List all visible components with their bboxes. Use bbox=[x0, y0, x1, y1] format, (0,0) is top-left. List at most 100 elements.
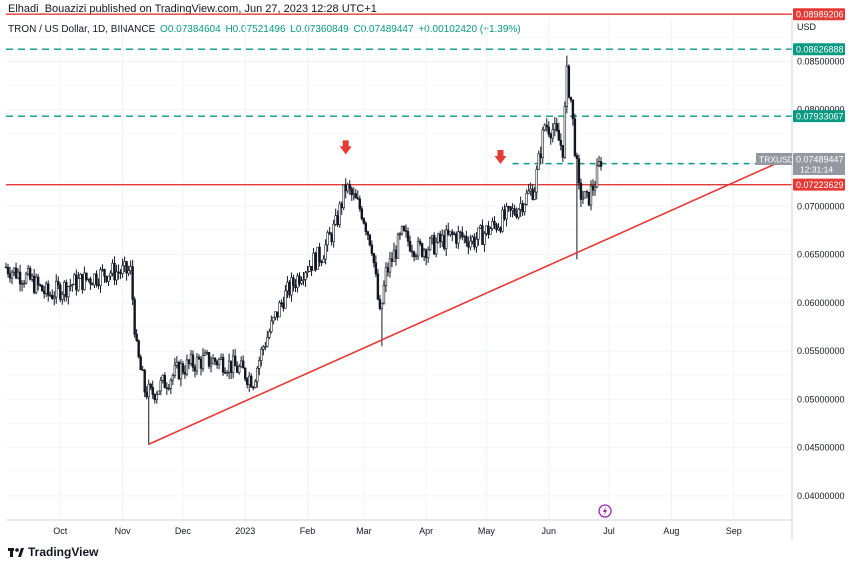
candle-body bbox=[6, 266, 10, 274]
candle bbox=[493, 216, 496, 229]
candle-body bbox=[535, 169, 538, 193]
candle-body bbox=[143, 369, 146, 393]
candle bbox=[404, 224, 408, 238]
candle-body bbox=[153, 394, 156, 401]
candle-body bbox=[424, 249, 428, 259]
support-trendline[interactable] bbox=[148, 162, 777, 445]
candle bbox=[111, 259, 114, 277]
candle bbox=[99, 266, 102, 293]
lightning-event-icon[interactable] bbox=[598, 504, 612, 518]
candle-body bbox=[125, 261, 128, 274]
candle bbox=[447, 222, 450, 236]
candle-body bbox=[264, 346, 267, 348]
candle-body bbox=[493, 221, 496, 225]
candle bbox=[123, 256, 126, 273]
candle bbox=[314, 251, 317, 272]
candle-body bbox=[322, 258, 325, 263]
candle bbox=[322, 255, 325, 263]
candle-body bbox=[523, 204, 526, 213]
candle bbox=[571, 99, 575, 126]
symbol-title[interactable]: TRON / US Dollar, 1D, BINANCE bbox=[8, 24, 156, 35]
candle-body bbox=[137, 340, 140, 358]
candle bbox=[107, 275, 110, 287]
candle bbox=[386, 262, 390, 277]
candle bbox=[320, 259, 323, 267]
candle bbox=[83, 266, 86, 291]
candle-body bbox=[497, 227, 500, 231]
candle-body bbox=[471, 236, 474, 242]
candle bbox=[384, 262, 388, 293]
candle bbox=[328, 227, 331, 235]
candle bbox=[428, 236, 432, 251]
candle bbox=[239, 356, 243, 368]
level-tag-bg bbox=[793, 110, 845, 123]
candle-body bbox=[49, 294, 52, 297]
candle bbox=[6, 263, 10, 278]
horizontal-levels bbox=[6, 13, 792, 186]
candle-body bbox=[453, 233, 456, 235]
candle-body bbox=[539, 153, 542, 159]
candle bbox=[89, 276, 92, 290]
x-tick-label: Aug bbox=[663, 526, 679, 536]
candle bbox=[179, 359, 183, 387]
candle-body bbox=[316, 246, 319, 270]
candle bbox=[513, 204, 516, 216]
candle-body bbox=[527, 190, 530, 194]
candle-body bbox=[447, 229, 450, 235]
candle-body bbox=[366, 231, 370, 236]
candle bbox=[296, 273, 299, 293]
candle bbox=[22, 279, 26, 288]
candle bbox=[53, 291, 56, 306]
candle-body bbox=[408, 240, 412, 252]
candle bbox=[258, 356, 261, 376]
candle bbox=[157, 390, 160, 395]
price-change: +0.00102420 (+1.39%) bbox=[418, 24, 521, 35]
candle-body bbox=[151, 387, 154, 395]
candle-body bbox=[499, 227, 502, 232]
candle bbox=[195, 353, 199, 376]
candle-body bbox=[398, 233, 402, 236]
candle bbox=[135, 329, 138, 342]
candle-body bbox=[394, 249, 398, 259]
event-bolt bbox=[603, 506, 608, 516]
candle bbox=[583, 191, 587, 199]
candle bbox=[290, 272, 293, 302]
candle-body bbox=[81, 274, 84, 290]
candle-body bbox=[139, 356, 142, 371]
candle-body bbox=[107, 275, 110, 282]
candle bbox=[489, 226, 492, 235]
candle-body bbox=[432, 235, 436, 255]
candle bbox=[439, 230, 442, 248]
candle-body bbox=[292, 277, 295, 286]
candle bbox=[515, 207, 518, 219]
ohlc-high: H0.07521496 bbox=[225, 24, 286, 35]
candle-body bbox=[272, 316, 275, 322]
trendline[interactable] bbox=[148, 162, 777, 445]
candle-body bbox=[87, 278, 90, 281]
candle bbox=[67, 285, 70, 305]
candle-body bbox=[286, 281, 289, 292]
candle bbox=[139, 354, 142, 371]
candle-body bbox=[445, 229, 448, 249]
candle bbox=[30, 273, 34, 282]
candle-body bbox=[334, 215, 337, 225]
candle-body bbox=[169, 379, 173, 389]
candle-body bbox=[443, 235, 446, 249]
candle bbox=[207, 352, 211, 369]
candle bbox=[573, 113, 577, 158]
candle-body bbox=[12, 267, 16, 273]
candle-body bbox=[53, 296, 56, 300]
x-tick-label: Dec bbox=[175, 526, 192, 536]
candle bbox=[10, 269, 14, 285]
candle-body bbox=[193, 366, 197, 372]
candle-body bbox=[561, 145, 565, 158]
x-tick-label: May bbox=[478, 526, 496, 536]
candle bbox=[175, 356, 179, 369]
candle bbox=[8, 266, 12, 283]
candle bbox=[300, 276, 303, 286]
y-tick-label: 0.04000000 bbox=[797, 491, 845, 501]
candle bbox=[463, 234, 466, 244]
candle-body bbox=[308, 266, 311, 272]
footer-brand[interactable]: TradingView bbox=[28, 545, 99, 559]
